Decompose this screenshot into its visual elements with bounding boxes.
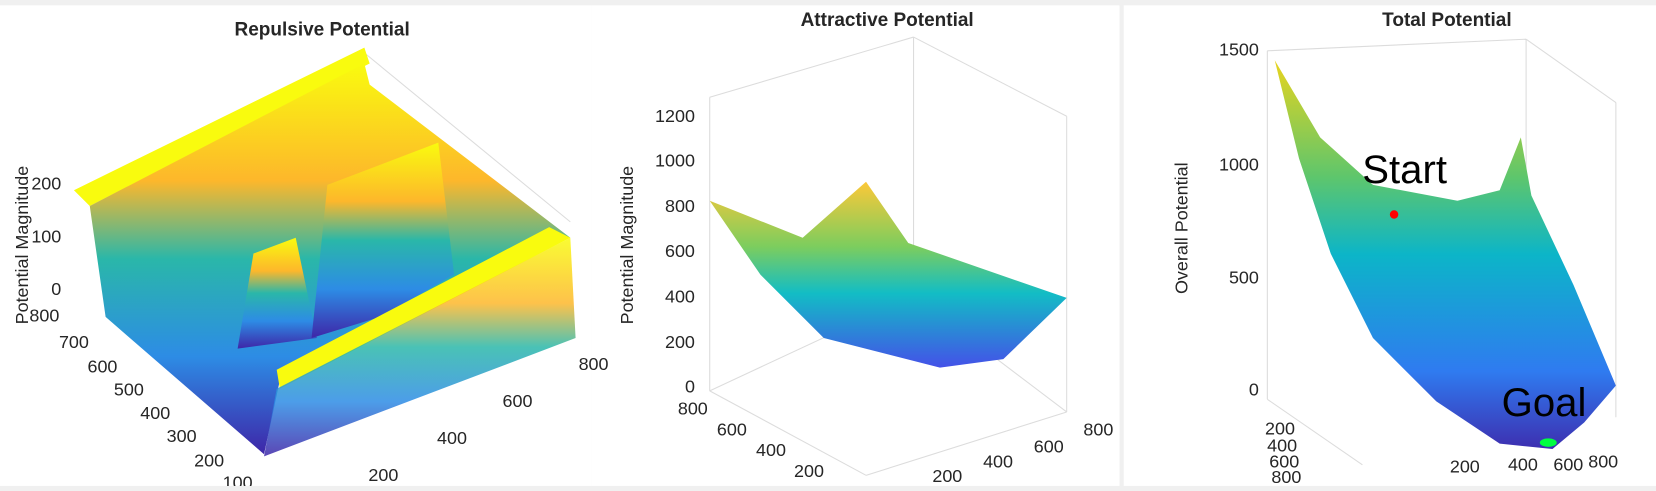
y-tick-label: 700 (59, 332, 89, 352)
y-tick-label: 400 (1267, 436, 1297, 456)
y-tick-label: 800 (29, 306, 59, 326)
z-axis-label: Potential Magnitude (617, 166, 637, 325)
z-tick-label: 200 (31, 174, 61, 194)
x-tick-label: 400 (437, 428, 467, 448)
x-tick-label: 800 (579, 354, 609, 374)
y-tick-label: 100 (223, 473, 253, 486)
z-tick-label: 0 (51, 279, 61, 299)
surface (709, 181, 1067, 368)
z-tick-label: 1200 (655, 106, 695, 126)
surface (73, 47, 370, 207)
x-tick-label: 200 (368, 465, 398, 485)
x-tick-label: 200 (932, 466, 962, 486)
z-tick-label: 1500 (1219, 40, 1259, 60)
y-tick-label: 200 (794, 461, 824, 481)
y-tick-label: 800 (1271, 467, 1301, 486)
x-tick-label: 800 (1588, 451, 1618, 471)
z-tick-label: 100 (31, 226, 61, 246)
x-tick-label: 600 (503, 391, 533, 411)
y-tick-label: 800 (678, 399, 708, 419)
x-tick-label: 400 (983, 451, 1013, 471)
z-axis-label: Potential Magnitude (12, 166, 32, 325)
surface (237, 237, 317, 349)
z-tick-label: 400 (665, 287, 695, 307)
z-tick-label: 200 (665, 332, 695, 352)
annotation: Start (1362, 147, 1447, 192)
x-tick-label: 400 (1508, 455, 1538, 475)
z-tick-label: 0 (1249, 380, 1259, 400)
panel-title: Total Potential (1382, 10, 1511, 31)
y-tick-label: 300 (167, 426, 197, 446)
surface (311, 142, 455, 339)
z-axis-label: Overall Potential (1172, 162, 1192, 294)
start-marker (1389, 210, 1399, 219)
y-tick-label: 200 (194, 450, 224, 470)
z-tick-label: 500 (1229, 268, 1259, 288)
z-tick-label: 800 (665, 196, 695, 216)
z-tick-label: 1000 (655, 150, 695, 170)
surface (276, 227, 571, 389)
surface (264, 237, 576, 457)
z-tick-label: 0 (685, 376, 695, 396)
z-tick-label: 1000 (1219, 155, 1259, 175)
goal-marker (1539, 438, 1557, 447)
y-tick-label: 400 (756, 440, 786, 460)
labels: Repulsive Potential Potential Magnitude 0 1… (12, 10, 1618, 491)
x-tick-label: 200 (1450, 457, 1480, 477)
surface (1274, 60, 1616, 449)
x-tick-label: 600 (1034, 437, 1064, 457)
z-tick-label: 600 (665, 241, 695, 261)
annotation: Goal (1502, 380, 1587, 425)
y-tick-label: 400 (140, 403, 170, 423)
x-tick-label: 600 (1553, 455, 1583, 475)
y-tick-label: 200 (1265, 419, 1295, 439)
y-tick-label: 600 (1269, 451, 1299, 471)
x-tick-label: 800 (1083, 420, 1113, 440)
y-tick-label: 600 (717, 420, 747, 440)
panel-title: Attractive Potential (801, 10, 974, 31)
panel-title: Repulsive Potential (234, 20, 409, 41)
y-tick-label: 600 (87, 356, 117, 376)
y-tick-label: 500 (114, 380, 144, 400)
